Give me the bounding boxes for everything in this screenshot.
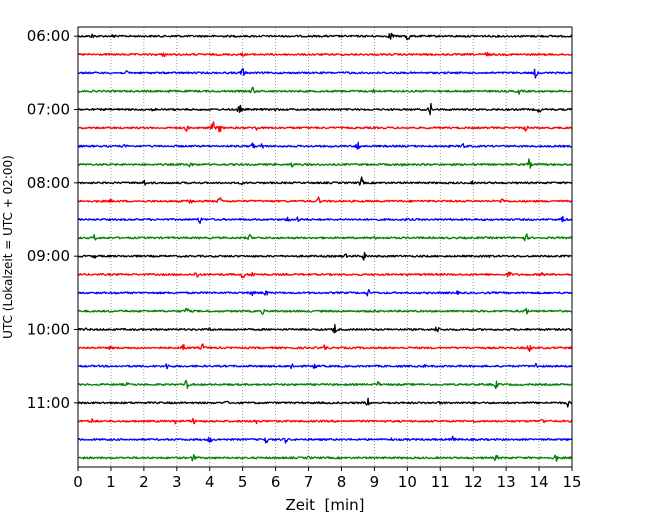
seismogram-trace — [77, 435, 573, 444]
x-tick-label: 13 — [497, 473, 516, 491]
plot-background — [78, 27, 572, 467]
seismogram-trace — [77, 196, 573, 204]
x-tick-label: 10 — [398, 473, 417, 491]
x-axis-label: Zeit [min] — [285, 496, 364, 514]
seismogram-trace — [77, 323, 573, 334]
y-tick-label: 07:00 — [27, 101, 70, 119]
seismogram-trace — [77, 67, 573, 79]
seismogram-trace — [77, 289, 573, 297]
seismogram-trace — [77, 379, 573, 390]
seismogram-trace — [77, 251, 573, 261]
seismogram-trace — [77, 233, 573, 242]
x-tick-label: 4 — [205, 473, 215, 491]
y-tick-label: 11:00 — [27, 394, 70, 412]
x-tick-label: 2 — [139, 473, 149, 491]
seismogram-trace — [77, 343, 573, 352]
x-tick-label: 3 — [172, 473, 182, 491]
x-tick-label: 0 — [73, 473, 83, 491]
x-tick-label: 6 — [271, 473, 281, 491]
x-tick-label: 12 — [464, 473, 483, 491]
y-axis-label: UTC (Lokalzeit = UTC + 02:00) — [1, 155, 15, 339]
x-tick-label: 5 — [238, 473, 248, 491]
y-tick-label: 09:00 — [27, 247, 70, 265]
x-tick-label: 14 — [530, 473, 549, 491]
x-tick-label: 8 — [337, 473, 347, 491]
x-axis: 0 1 2 3 4 5 6 7 8 9 10 11 12 13 14 15 — [73, 467, 582, 491]
seismogram-trace — [77, 362, 573, 370]
seismogram-trace — [77, 141, 573, 150]
plot-frame — [77, 26, 573, 468]
seismogram-trace — [77, 417, 573, 425]
x-tick-label: 15 — [562, 473, 581, 491]
seismogram-trace — [77, 215, 573, 225]
y-tick-label: 10:00 — [27, 321, 70, 339]
seismogram-trace — [77, 271, 573, 279]
seismogram-trace — [77, 51, 573, 58]
seismogram-trace — [77, 86, 573, 95]
seismogram-trace — [77, 102, 573, 116]
seismogram-trace — [78, 307, 573, 315]
seismogram-trace — [77, 453, 573, 462]
seismogram-trace — [77, 158, 573, 169]
seismogram-trace — [77, 32, 573, 41]
seismogram-traces — [77, 32, 573, 462]
seismogram-trace — [77, 176, 573, 186]
x-gridlines — [110, 27, 540, 467]
y-tick-label: 06:00 — [27, 27, 70, 45]
y-tick-label: 08:00 — [27, 174, 70, 192]
x-tick-label: 11 — [431, 473, 450, 491]
x-tick-label: 1 — [106, 473, 116, 491]
seismogram-trace — [77, 397, 573, 408]
x-tick-label: 9 — [370, 473, 380, 491]
seismogram-trace — [77, 121, 573, 133]
y-axis: 06:00 07:00 08:00 09:00 10:00 11:00 — [27, 27, 78, 412]
x-tick-label: 7 — [304, 473, 314, 491]
